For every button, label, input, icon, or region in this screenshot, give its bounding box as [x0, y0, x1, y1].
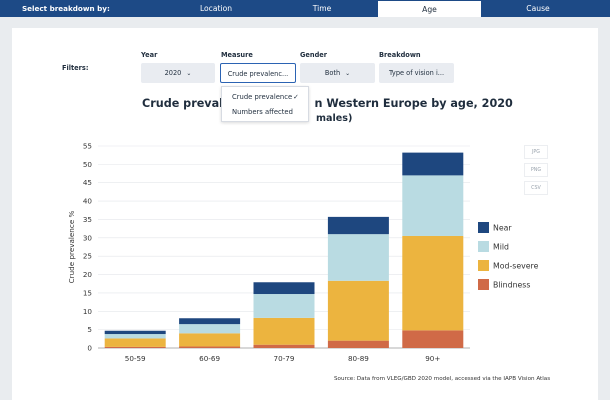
- legend-label: Mod-severe: [493, 262, 539, 271]
- bar-segment: [402, 175, 464, 236]
- legend-label: Near: [493, 224, 512, 233]
- export-csv-button[interactable]: CSV: [524, 181, 548, 195]
- measure-option-crude[interactable]: Crude prevalence✓: [232, 93, 299, 101]
- bar-segment: [327, 280, 389, 341]
- gender-label: Gender: [300, 51, 328, 59]
- y-tick-label: 25: [83, 252, 92, 261]
- breakdown-label: Select breakdown by:: [22, 4, 110, 13]
- bar-segment: [253, 294, 315, 318]
- bar-segment: [104, 346, 166, 348]
- x-tick-label: 80-89: [348, 354, 369, 363]
- breakdown-filter-label: Breakdown: [379, 51, 421, 59]
- tab-time[interactable]: Time: [312, 4, 332, 13]
- breakdown-select[interactable]: Type of vision i...: [379, 63, 454, 83]
- chart-subtitle: males): [316, 113, 353, 124]
- x-tick-label: 50-59: [125, 354, 146, 363]
- bar-segment: [327, 216, 389, 235]
- x-tick-label: 60-69: [199, 354, 220, 363]
- y-tick-label: 50: [83, 160, 93, 169]
- export-png-button[interactable]: PNG: [524, 163, 548, 177]
- bar-segment: [104, 330, 166, 335]
- y-axis-label: Crude prevalence %: [67, 210, 76, 283]
- bar-segment: [104, 338, 166, 347]
- bar-segment: [327, 340, 389, 348]
- filters-label: Filters:: [62, 64, 89, 72]
- bar-segment: [253, 317, 315, 345]
- source-note: Source: Data from VLEG/GBD 2020 model, a…: [334, 376, 551, 382]
- y-tick-label: 30: [83, 233, 93, 242]
- gender-value: Both: [324, 69, 341, 77]
- year-select[interactable]: 2020 ⌄: [141, 63, 215, 83]
- measure-select[interactable]: Crude prevalenc...: [220, 63, 296, 83]
- bar-segment: [402, 152, 464, 176]
- check-icon: ✓: [293, 93, 299, 101]
- measure-option-numbers[interactable]: Numbers affected: [232, 108, 293, 116]
- year-value: 2020: [164, 69, 182, 77]
- measure-label: Measure: [221, 51, 253, 59]
- legend-swatch: [478, 279, 489, 290]
- bar-segment: [179, 324, 241, 334]
- chevron-down-icon: ⌄: [345, 70, 351, 77]
- chart-title-tail: n Western Europe by age, 2020: [314, 97, 513, 110]
- y-tick-label: 0: [87, 344, 92, 353]
- chevron-down-icon: ⌄: [186, 70, 192, 77]
- gender-select[interactable]: Both ⌄: [300, 63, 375, 83]
- y-tick-label: 55: [83, 142, 92, 151]
- legend-swatch: [478, 260, 489, 271]
- y-tick-label: 45: [83, 178, 92, 187]
- breakdown-value: Type of vision i...: [388, 69, 445, 77]
- year-label: Year: [141, 51, 158, 59]
- tab-location[interactable]: Location: [199, 4, 233, 13]
- y-tick-label: 35: [83, 215, 92, 224]
- breakdown-bar: Select breakdown by: Location Time Age C…: [0, 0, 610, 17]
- bar-segment: [253, 344, 315, 348]
- bar-segment: [253, 282, 315, 295]
- bar-segment: [327, 234, 389, 281]
- tab-age[interactable]: Age: [378, 1, 481, 17]
- bar-segment: [104, 334, 166, 339]
- legend-swatch: [478, 222, 489, 233]
- export-jpg-button[interactable]: JPG: [524, 145, 548, 159]
- bar-segment: [179, 318, 241, 325]
- bar-segment: [179, 333, 241, 347]
- bar-segment: [402, 330, 464, 348]
- x-tick-label: 90+: [425, 354, 440, 363]
- measure-value: Crude prevalenc...: [227, 70, 289, 78]
- y-tick-label: 15: [83, 288, 92, 297]
- chart-title-visible: Crude prevalen: [142, 97, 239, 110]
- bar-segment: [179, 346, 241, 348]
- bar-segment: [402, 235, 464, 331]
- y-tick-label: 10: [83, 307, 93, 316]
- y-tick-label: 20: [83, 270, 93, 279]
- y-tick-label: 5: [87, 325, 92, 334]
- legend-swatch: [478, 241, 489, 252]
- chart-title: Crude prevalen n Western Europe by age, 2…: [142, 97, 513, 110]
- y-tick-label: 40: [83, 197, 93, 206]
- legend-label: Mild: [493, 243, 509, 252]
- x-tick-label: 70-79: [274, 354, 295, 363]
- legend-label: Blindness: [493, 281, 530, 290]
- tab-cause[interactable]: Cause: [526, 4, 550, 13]
- measure-option-crude-label: Crude prevalence: [232, 93, 293, 101]
- measure-dropdown: Crude prevalence✓ Numbers affected: [221, 86, 309, 122]
